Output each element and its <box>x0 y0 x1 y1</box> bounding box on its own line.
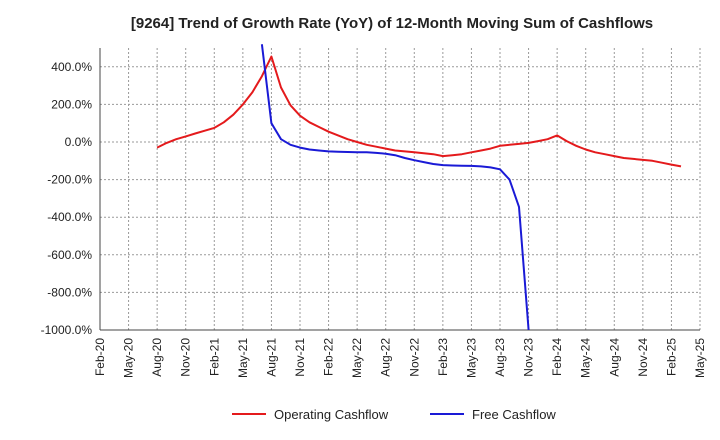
x-tick-label: Nov-22 <box>407 338 421 377</box>
x-tick-label: May-23 <box>464 338 478 378</box>
y-tick-label: -400.0% <box>47 210 92 224</box>
series-line-operating-cashflow <box>156 55 682 168</box>
plot-background <box>100 48 700 330</box>
x-tick-label: May-25 <box>693 338 707 378</box>
series-line-free-cashflow <box>260 44 530 330</box>
x-tick-label: Feb-21 <box>207 338 221 376</box>
y-tick-label: -800.0% <box>47 285 92 299</box>
x-tick-label: Nov-24 <box>636 338 650 377</box>
x-tick-label: Aug-21 <box>264 338 278 377</box>
x-tick-label: Aug-22 <box>379 338 393 377</box>
y-tick-label: -1000.0% <box>41 323 93 337</box>
x-tick-label: May-22 <box>350 338 364 378</box>
x-tick-label: Aug-20 <box>150 338 164 377</box>
plot-area <box>100 48 700 330</box>
y-tick-label: -200.0% <box>47 173 92 187</box>
x-tick-label: Aug-24 <box>607 338 621 377</box>
x-tick-label: Feb-24 <box>550 338 564 376</box>
y-tick-label: 0.0% <box>65 135 93 149</box>
chart-title: [9264] Trend of Growth Rate (YoY) of 12-… <box>131 15 653 32</box>
x-tick-label: Aug-23 <box>493 338 507 377</box>
series-layer <box>156 44 682 330</box>
y-tick-label: 400.0% <box>51 60 92 74</box>
x-tick-label: Nov-20 <box>179 338 193 377</box>
x-tick-label: Feb-22 <box>322 338 336 376</box>
y-tick-label: -600.0% <box>47 248 92 262</box>
x-tick-label: Feb-20 <box>93 338 107 376</box>
grid <box>99 48 701 331</box>
axes: Feb-20 May-20 Aug-20 Nov-20 Feb-21 May-21 Aug-… <box>41 48 707 378</box>
legend-label: Operating Cashflow <box>274 407 389 422</box>
x-tick-label: Feb-23 <box>436 338 450 376</box>
legend: Operating Cashflow Free Cashflow <box>232 407 556 422</box>
x-tick-label: May-24 <box>579 338 593 378</box>
y-tick-label: 200.0% <box>51 97 92 111</box>
x-tick-label: May-21 <box>236 338 250 378</box>
x-tick-label: Feb-25 <box>664 338 678 376</box>
x-tick-label: May-20 <box>122 338 136 378</box>
x-tick-label: Nov-21 <box>293 338 307 377</box>
legend-label: Free Cashflow <box>472 407 556 422</box>
x-tick-label: Nov-23 <box>522 338 536 377</box>
